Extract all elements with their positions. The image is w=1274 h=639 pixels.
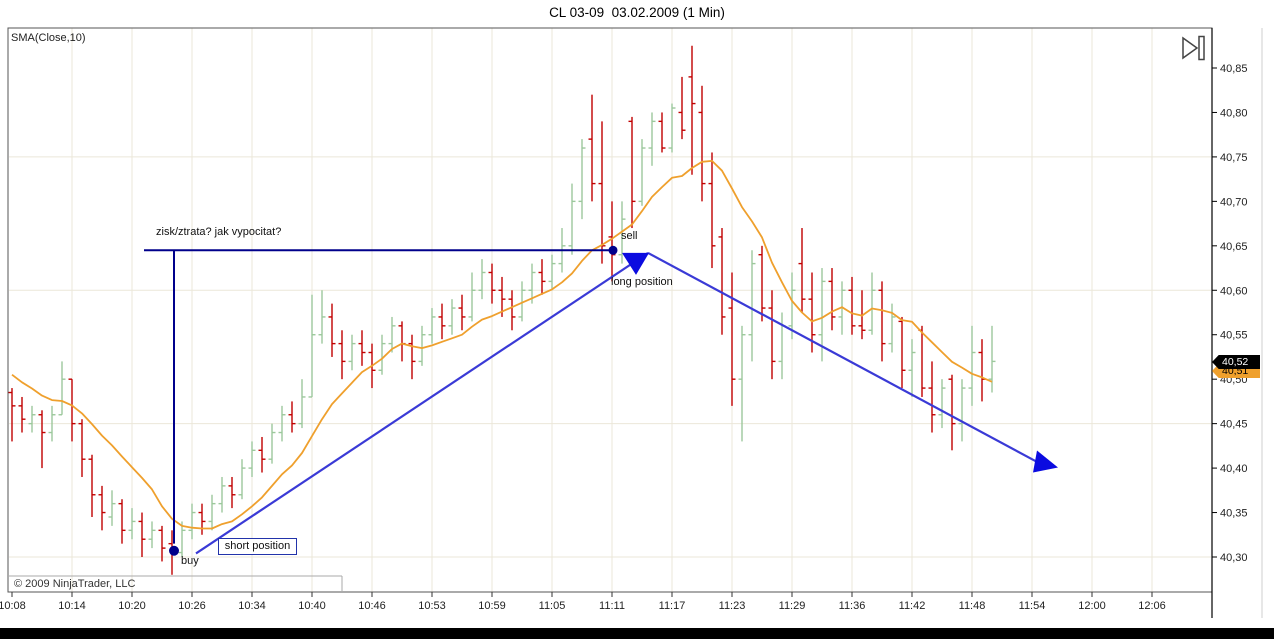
svg-text:10:34: 10:34 xyxy=(238,600,266,612)
svg-text:11:11: 11:11 xyxy=(599,600,625,612)
svg-text:11:23: 11:23 xyxy=(719,600,746,612)
svg-text:40,65: 40,65 xyxy=(1220,241,1248,253)
annotation-question-text: zisk/ztrata? jak vypocitat? xyxy=(156,226,282,238)
svg-text:12:00: 12:00 xyxy=(1078,600,1106,612)
svg-text:10:59: 10:59 xyxy=(478,600,506,612)
svg-text:40,30: 40,30 xyxy=(1220,552,1248,564)
annotation-short-position-box: short position xyxy=(218,538,297,555)
last-price-tag: 40,52 xyxy=(1212,355,1260,369)
svg-text:10:53: 10:53 xyxy=(418,600,446,612)
go-to-end-triangle xyxy=(1182,36,1199,60)
svg-text:40,85: 40,85 xyxy=(1220,63,1248,75)
chart-title: CL 03-09 03.02.2009 (1 Min) xyxy=(549,5,725,20)
svg-text:40,35: 40,35 xyxy=(1220,508,1248,520)
svg-text:40,55: 40,55 xyxy=(1220,330,1248,342)
svg-text:10:26: 10:26 xyxy=(178,600,206,612)
svg-text:10:20: 10:20 xyxy=(118,600,146,612)
copyright-watermark: © 2009 NinjaTrader, LLC xyxy=(14,578,136,590)
annotation-sell-label: sell xyxy=(621,230,638,242)
indicator-label: SMA(Close,10) xyxy=(11,32,86,44)
svg-text:11:42: 11:42 xyxy=(899,600,926,612)
svg-text:11:54: 11:54 xyxy=(1019,600,1046,612)
annotation-buy-label: buy xyxy=(181,555,199,567)
svg-text:11:48: 11:48 xyxy=(959,600,986,612)
svg-text:40,70: 40,70 xyxy=(1220,196,1248,208)
svg-text:10:08: 10:08 xyxy=(0,600,26,612)
svg-text:40,80: 40,80 xyxy=(1220,107,1248,119)
svg-text:10:40: 10:40 xyxy=(298,600,326,612)
annotation-long-position-label: long position xyxy=(611,276,673,288)
svg-text:11:29: 11:29 xyxy=(779,600,806,612)
svg-text:10:14: 10:14 xyxy=(58,600,86,612)
svg-text:11:17: 11:17 xyxy=(659,600,686,612)
go-to-end-bar xyxy=(1198,35,1205,61)
svg-text:11:36: 11:36 xyxy=(839,600,866,612)
svg-text:40,45: 40,45 xyxy=(1220,419,1248,431)
svg-text:10:46: 10:46 xyxy=(358,600,386,612)
svg-text:40,60: 40,60 xyxy=(1220,285,1248,297)
svg-text:40,75: 40,75 xyxy=(1220,152,1248,164)
window-bottom-edge xyxy=(0,628,1274,639)
svg-text:11:05: 11:05 xyxy=(539,600,566,612)
svg-text:40,40: 40,40 xyxy=(1220,463,1248,475)
go-to-end-icon[interactable] xyxy=(1178,32,1210,64)
svg-text:12:06: 12:06 xyxy=(1138,600,1166,612)
